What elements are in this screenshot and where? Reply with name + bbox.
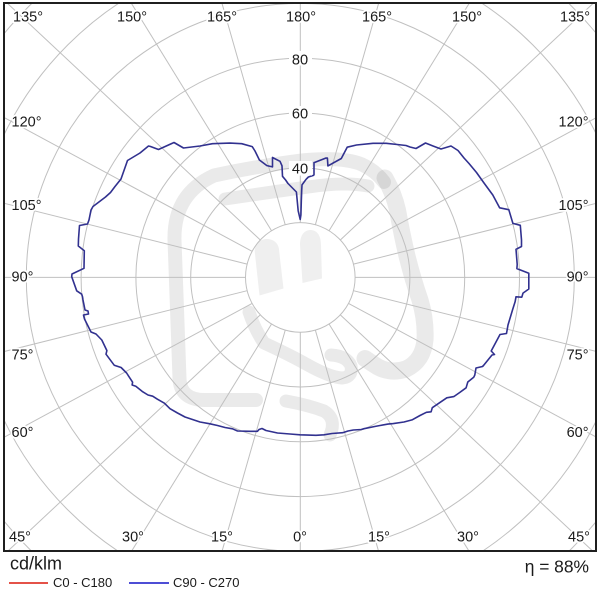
svg-text:15°: 15°: [368, 530, 390, 546]
svg-text:165°: 165°: [362, 10, 392, 26]
svg-text:135°: 135°: [13, 10, 43, 26]
svg-text:90°: 90°: [567, 270, 589, 286]
svg-text:η = 88%: η = 88%: [525, 557, 589, 577]
svg-text:60°: 60°: [567, 425, 589, 441]
svg-text:120°: 120°: [559, 115, 589, 131]
svg-text:135°: 135°: [560, 10, 590, 26]
svg-text:165°: 165°: [207, 10, 237, 26]
svg-text:105°: 105°: [559, 198, 589, 214]
svg-text:60: 60: [292, 107, 308, 123]
svg-text:60°: 60°: [12, 425, 34, 441]
svg-text:180°: 180°: [286, 10, 316, 26]
svg-text:40: 40: [292, 161, 308, 177]
svg-text:105°: 105°: [12, 198, 42, 214]
svg-text:C0 - C180: C0 - C180: [53, 575, 112, 590]
svg-text:75°: 75°: [567, 348, 589, 364]
svg-text:120°: 120°: [12, 115, 42, 131]
svg-text:90°: 90°: [12, 270, 34, 286]
svg-text:150°: 150°: [117, 10, 147, 26]
svg-text:C90 - C270: C90 - C270: [173, 575, 239, 590]
svg-text:cd/klm: cd/klm: [10, 554, 62, 574]
svg-text:45°: 45°: [568, 530, 590, 546]
svg-text:150°: 150°: [452, 10, 482, 26]
svg-text:0°: 0°: [293, 530, 307, 546]
svg-text:30°: 30°: [457, 530, 479, 546]
svg-text:45°: 45°: [9, 530, 31, 546]
svg-text:75°: 75°: [12, 348, 34, 364]
svg-text:15°: 15°: [211, 530, 233, 546]
svg-text:80: 80: [292, 52, 308, 68]
svg-text:30°: 30°: [122, 530, 144, 546]
